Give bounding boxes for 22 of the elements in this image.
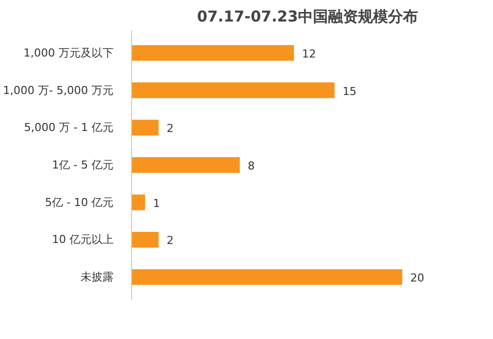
- bar: [132, 269, 402, 285]
- y-tick-label: 1,000 万- 5,000 万元: [3, 84, 114, 97]
- y-tick-label: 1,000 万元及以下: [24, 46, 114, 60]
- data-label: 1: [153, 196, 160, 210]
- data-label: 20: [410, 272, 424, 285]
- y-tick-label: 5亿 - 10 亿元: [45, 196, 114, 209]
- data-label: 2: [166, 122, 174, 136]
- y-tick-label: 10 亿元以上: [52, 233, 114, 246]
- data-label: 2: [166, 234, 174, 248]
- y-tick-label: 5,000 万 - 1 亿元: [24, 121, 114, 134]
- bar: [132, 82, 335, 98]
- bar: [132, 157, 240, 173]
- bar: [132, 120, 159, 136]
- bar: [132, 232, 159, 248]
- data-label: 12: [302, 47, 316, 60]
- chart-title: 07.17-07.23中国融资规模分布: [196, 8, 418, 26]
- y-tick-label: 1亿 - 5 亿元: [52, 158, 114, 172]
- data-label: 8: [248, 160, 255, 172]
- y-tick-label: 未披露: [80, 270, 114, 284]
- bar: [132, 194, 146, 210]
- data-label: 15: [342, 84, 357, 98]
- bar: [132, 45, 294, 61]
